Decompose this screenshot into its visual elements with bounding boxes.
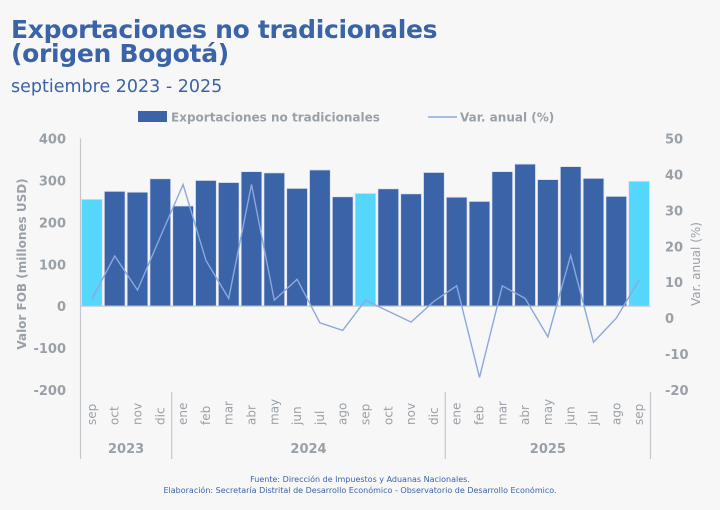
- bar: [217, 182, 240, 307]
- bar-series: [81, 163, 650, 307]
- legend-swatch-bars: [138, 111, 167, 122]
- x-tick-label: feb: [199, 406, 213, 425]
- bar: [103, 190, 126, 307]
- x-tick-label: ago: [336, 403, 350, 425]
- bar: [377, 188, 400, 307]
- x-tick-label: nov: [131, 403, 145, 425]
- x-tick-label: mar: [495, 401, 509, 425]
- legend: Exportaciones no tradicionales Var. anua…: [138, 111, 554, 125]
- year-label: 2023: [108, 442, 144, 457]
- y-tick-right: 0: [665, 312, 674, 327]
- footer-credit: Elaboración: Secretaría Distrital de Des…: [163, 486, 557, 495]
- bar: [195, 180, 217, 307]
- bar: [263, 172, 286, 307]
- x-axis-year-labels: 2023 2024 2025: [108, 392, 652, 459]
- title-line-2: (origen Bogotá): [11, 39, 229, 68]
- legend-label-bars: Exportaciones no tradicionales: [171, 111, 380, 125]
- y-tick-left: 400: [39, 133, 66, 148]
- bar: [400, 193, 422, 307]
- y-tick-right: -20: [665, 384, 689, 399]
- y-tick-left: 300: [39, 174, 66, 189]
- x-tick-label: ene: [176, 403, 190, 425]
- bar: [286, 187, 308, 307]
- x-tick-label: jun: [290, 406, 304, 426]
- x-tick-label: mar: [222, 401, 236, 425]
- x-tick-label: jun: [564, 406, 578, 426]
- x-axis-month-labels: sep oct nov dic ene feb mar abr may jun jul ago sep o…: [85, 399, 646, 426]
- year-label: 2024: [290, 442, 326, 457]
- y-tick-left: -200: [33, 384, 66, 399]
- bar: [537, 179, 559, 307]
- bar: [628, 180, 650, 307]
- y-axis-left: 400 300 200 100 0 -100 -200: [33, 133, 66, 400]
- y-tick-right: 30: [665, 204, 683, 219]
- y-tick-right: 10: [665, 276, 683, 291]
- x-tick-label: dic: [153, 407, 167, 425]
- x-tick-label: abr: [245, 405, 259, 425]
- footer-source: Fuente: Dirección de Impuestos y Aduanas…: [250, 475, 470, 484]
- x-tick-label: sep: [85, 404, 99, 425]
- bar: [445, 196, 468, 307]
- bar: [309, 169, 331, 307]
- x-tick-label: dic: [427, 407, 441, 425]
- y-tick-left: 200: [39, 216, 66, 231]
- bar: [582, 177, 605, 307]
- x-tick-label: sep: [632, 404, 646, 425]
- y-axis-right: 50 40 30 20 10 0 -10 -20: [665, 133, 689, 400]
- x-tick-label: may: [267, 399, 281, 425]
- y-tick-left: 100: [39, 258, 66, 273]
- x-tick-label: sep: [359, 404, 373, 425]
- y-tick-left: -100: [33, 342, 66, 357]
- y-tick-right: 40: [665, 168, 683, 183]
- x-tick-label: oct: [108, 406, 122, 425]
- y-tick-right: -10: [665, 348, 689, 363]
- x-tick-label: nov: [404, 403, 418, 425]
- x-tick-label: jul: [587, 411, 601, 426]
- chart-subtitle: septiembre 2023 - 2025: [11, 77, 223, 97]
- bar: [605, 195, 628, 307]
- bar: [172, 205, 194, 307]
- y-tick-right: 20: [665, 240, 683, 255]
- x-tick-label: oct: [381, 406, 395, 425]
- bar: [468, 200, 491, 307]
- y-tick-right: 50: [665, 133, 683, 148]
- bar: [354, 193, 377, 307]
- x-tick-label: feb: [473, 406, 487, 425]
- y-axis-right-title: Var. anual (%): [689, 222, 703, 306]
- bar: [81, 198, 103, 307]
- chart-title: Exportaciones no tradicionales (origen B…: [11, 15, 438, 68]
- x-tick-label: ago: [609, 403, 623, 425]
- bar: [514, 163, 536, 307]
- bar: [240, 171, 263, 307]
- title-line-1: Exportaciones no tradicionales: [11, 15, 438, 44]
- x-tick-label: may: [541, 399, 555, 425]
- y-axis-left-title: Valor FOB (millones USD): [15, 178, 29, 349]
- x-tick-label: abr: [518, 405, 532, 425]
- bar: [423, 172, 445, 307]
- year-label: 2025: [530, 442, 566, 457]
- bar: [331, 196, 354, 307]
- var-anual-line: [91, 182, 640, 378]
- x-tick-label: ene: [450, 403, 464, 425]
- bar: [149, 178, 172, 307]
- x-tick-label: jul: [313, 411, 327, 426]
- y-tick-left: 0: [57, 300, 66, 315]
- legend-label-line: Var. anual (%): [460, 111, 554, 125]
